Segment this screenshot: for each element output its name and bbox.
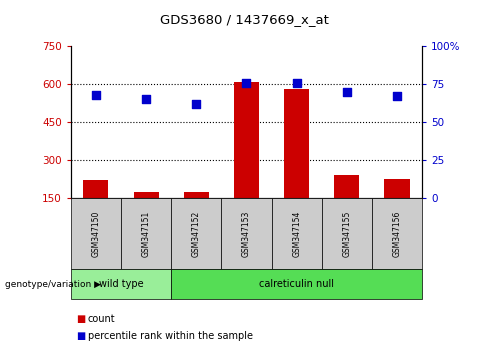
- Bar: [284, 89, 309, 198]
- Text: count: count: [88, 314, 116, 324]
- Point: [243, 80, 250, 85]
- Bar: [234, 81, 259, 198]
- Text: GDS3680 / 1437669_x_at: GDS3680 / 1437669_x_at: [160, 13, 328, 26]
- Text: GSM347156: GSM347156: [392, 210, 402, 257]
- Text: GSM347154: GSM347154: [292, 210, 301, 257]
- Point: [92, 92, 100, 98]
- Text: genotype/variation ▶: genotype/variation ▶: [5, 280, 101, 289]
- Text: ■: ■: [76, 331, 85, 341]
- Text: GSM347151: GSM347151: [142, 211, 151, 257]
- Text: GSM347152: GSM347152: [192, 211, 201, 257]
- Text: GSM347150: GSM347150: [91, 210, 101, 257]
- Text: GSM347153: GSM347153: [242, 210, 251, 257]
- Point: [343, 89, 351, 95]
- Text: percentile rank within the sample: percentile rank within the sample: [88, 331, 253, 341]
- Text: ■: ■: [76, 314, 85, 324]
- Bar: [83, 181, 108, 198]
- Point: [192, 101, 200, 107]
- Bar: [334, 176, 359, 198]
- Text: calreticulin null: calreticulin null: [259, 279, 334, 289]
- Point: [142, 96, 150, 102]
- Bar: [134, 192, 159, 198]
- Text: wild type: wild type: [99, 279, 143, 289]
- Bar: [183, 192, 209, 198]
- Bar: [385, 179, 409, 198]
- Point: [293, 80, 301, 85]
- Point: [393, 93, 401, 99]
- Text: GSM347155: GSM347155: [342, 210, 351, 257]
